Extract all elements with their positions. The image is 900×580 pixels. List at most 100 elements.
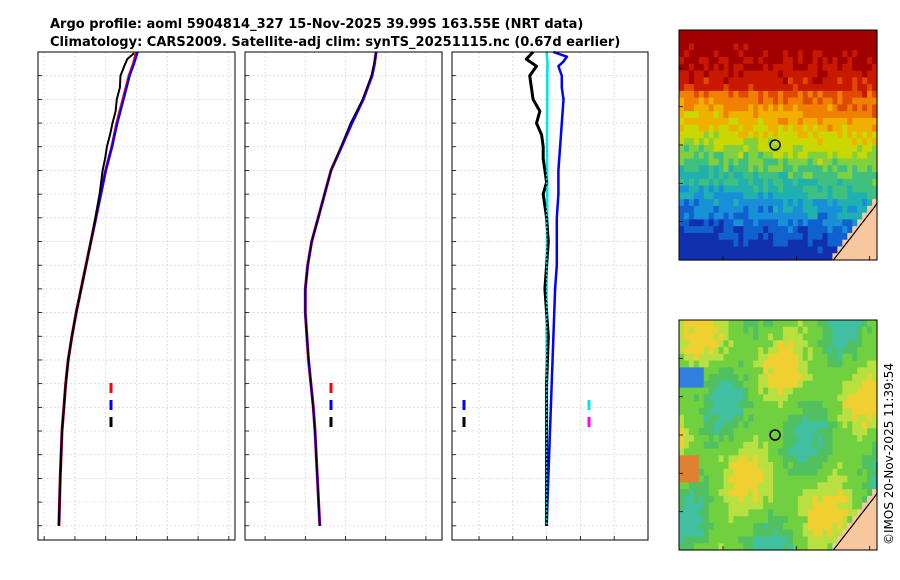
map-cell bbox=[778, 151, 784, 160]
map-cell bbox=[763, 131, 769, 139]
map-cell bbox=[812, 226, 819, 234]
map-cell bbox=[862, 63, 868, 72]
map-cell bbox=[778, 232, 784, 241]
map-cell bbox=[748, 111, 754, 119]
map-cell bbox=[688, 502, 695, 511]
map-cell bbox=[753, 522, 759, 531]
map-cell bbox=[693, 482, 700, 490]
map-cell bbox=[787, 131, 794, 139]
map-cell bbox=[807, 90, 814, 99]
map-cell bbox=[857, 394, 863, 402]
map-cell bbox=[837, 482, 843, 490]
map-cell bbox=[827, 347, 834, 355]
map-cell bbox=[827, 360, 834, 368]
map-cell bbox=[768, 117, 774, 126]
map-cell bbox=[773, 104, 779, 112]
map-cell bbox=[857, 516, 863, 524]
map-cell bbox=[698, 428, 705, 436]
map-cell bbox=[857, 441, 863, 450]
map-cell bbox=[718, 509, 725, 517]
map-cell bbox=[802, 340, 809, 348]
map-cell bbox=[723, 441, 730, 450]
map-cell bbox=[782, 212, 789, 221]
map-cell bbox=[857, 124, 863, 133]
map-cell bbox=[862, 536, 868, 544]
map-cell bbox=[802, 43, 809, 51]
map-cell bbox=[688, 543, 695, 551]
map-cell bbox=[718, 151, 725, 160]
map-cell bbox=[837, 138, 843, 146]
map-cell bbox=[792, 219, 799, 227]
map-cell bbox=[852, 199, 858, 207]
map-cell bbox=[723, 111, 730, 119]
map-cell bbox=[862, 30, 868, 38]
map-cell bbox=[842, 482, 848, 490]
map-cell bbox=[817, 347, 824, 355]
map-cell bbox=[738, 475, 744, 483]
map-cell bbox=[792, 226, 799, 234]
map-cell bbox=[847, 192, 853, 200]
map-cell bbox=[683, 199, 690, 207]
map-cell bbox=[713, 387, 720, 396]
map-cell bbox=[817, 428, 824, 436]
map-cell bbox=[768, 97, 774, 106]
map-cell bbox=[817, 380, 824, 389]
map-cell bbox=[792, 401, 799, 409]
map-cell bbox=[733, 468, 739, 477]
map-cell bbox=[872, 239, 878, 248]
map-cell bbox=[778, 387, 784, 396]
map-cell bbox=[827, 516, 834, 524]
map-cell bbox=[862, 428, 868, 436]
map-cell bbox=[763, 145, 769, 153]
map-cell bbox=[807, 50, 814, 58]
map-cell bbox=[852, 529, 858, 538]
map-cell bbox=[738, 509, 744, 517]
map-cell bbox=[852, 138, 858, 146]
map-cell bbox=[837, 131, 843, 139]
map-cell bbox=[812, 414, 819, 423]
map-cell bbox=[758, 77, 764, 85]
map-cell bbox=[733, 50, 739, 58]
map-cell bbox=[872, 462, 878, 470]
map-cell bbox=[723, 374, 730, 382]
map-cell bbox=[723, 353, 730, 362]
map-cell bbox=[693, 516, 700, 524]
map-cell bbox=[679, 219, 685, 227]
map-cell bbox=[837, 414, 843, 423]
map-cell bbox=[802, 253, 809, 261]
map-cell bbox=[708, 414, 715, 423]
map-cell bbox=[852, 239, 858, 248]
map-cell bbox=[748, 374, 754, 382]
map-cell bbox=[743, 138, 749, 146]
map-cell bbox=[802, 455, 809, 463]
map-cell bbox=[733, 347, 739, 355]
map-cell bbox=[862, 326, 868, 335]
map-cell bbox=[688, 455, 695, 463]
map-cell bbox=[688, 158, 695, 166]
map-cell bbox=[872, 145, 878, 153]
map-cell bbox=[683, 387, 690, 396]
map-cell bbox=[797, 232, 804, 241]
map-cell bbox=[718, 462, 725, 470]
map-cell bbox=[832, 326, 838, 335]
map-cell bbox=[847, 347, 853, 355]
map-cell bbox=[718, 104, 725, 112]
map-cell bbox=[822, 172, 829, 180]
map-cell bbox=[837, 165, 843, 173]
map-cell bbox=[822, 199, 829, 207]
map-cell bbox=[817, 326, 824, 335]
map-cell bbox=[797, 50, 804, 58]
map-cell bbox=[728, 178, 735, 187]
map-cell bbox=[822, 502, 829, 511]
map-cell bbox=[862, 97, 868, 106]
map-cell bbox=[812, 212, 819, 221]
map-cell bbox=[812, 320, 819, 328]
map-cell bbox=[812, 387, 819, 396]
map-cell bbox=[738, 212, 744, 221]
map-cell bbox=[733, 462, 739, 470]
map-cell bbox=[802, 219, 809, 227]
map-cell bbox=[817, 462, 824, 470]
map-cell bbox=[718, 347, 725, 355]
map-cell bbox=[713, 165, 720, 173]
map-cell bbox=[832, 165, 838, 173]
